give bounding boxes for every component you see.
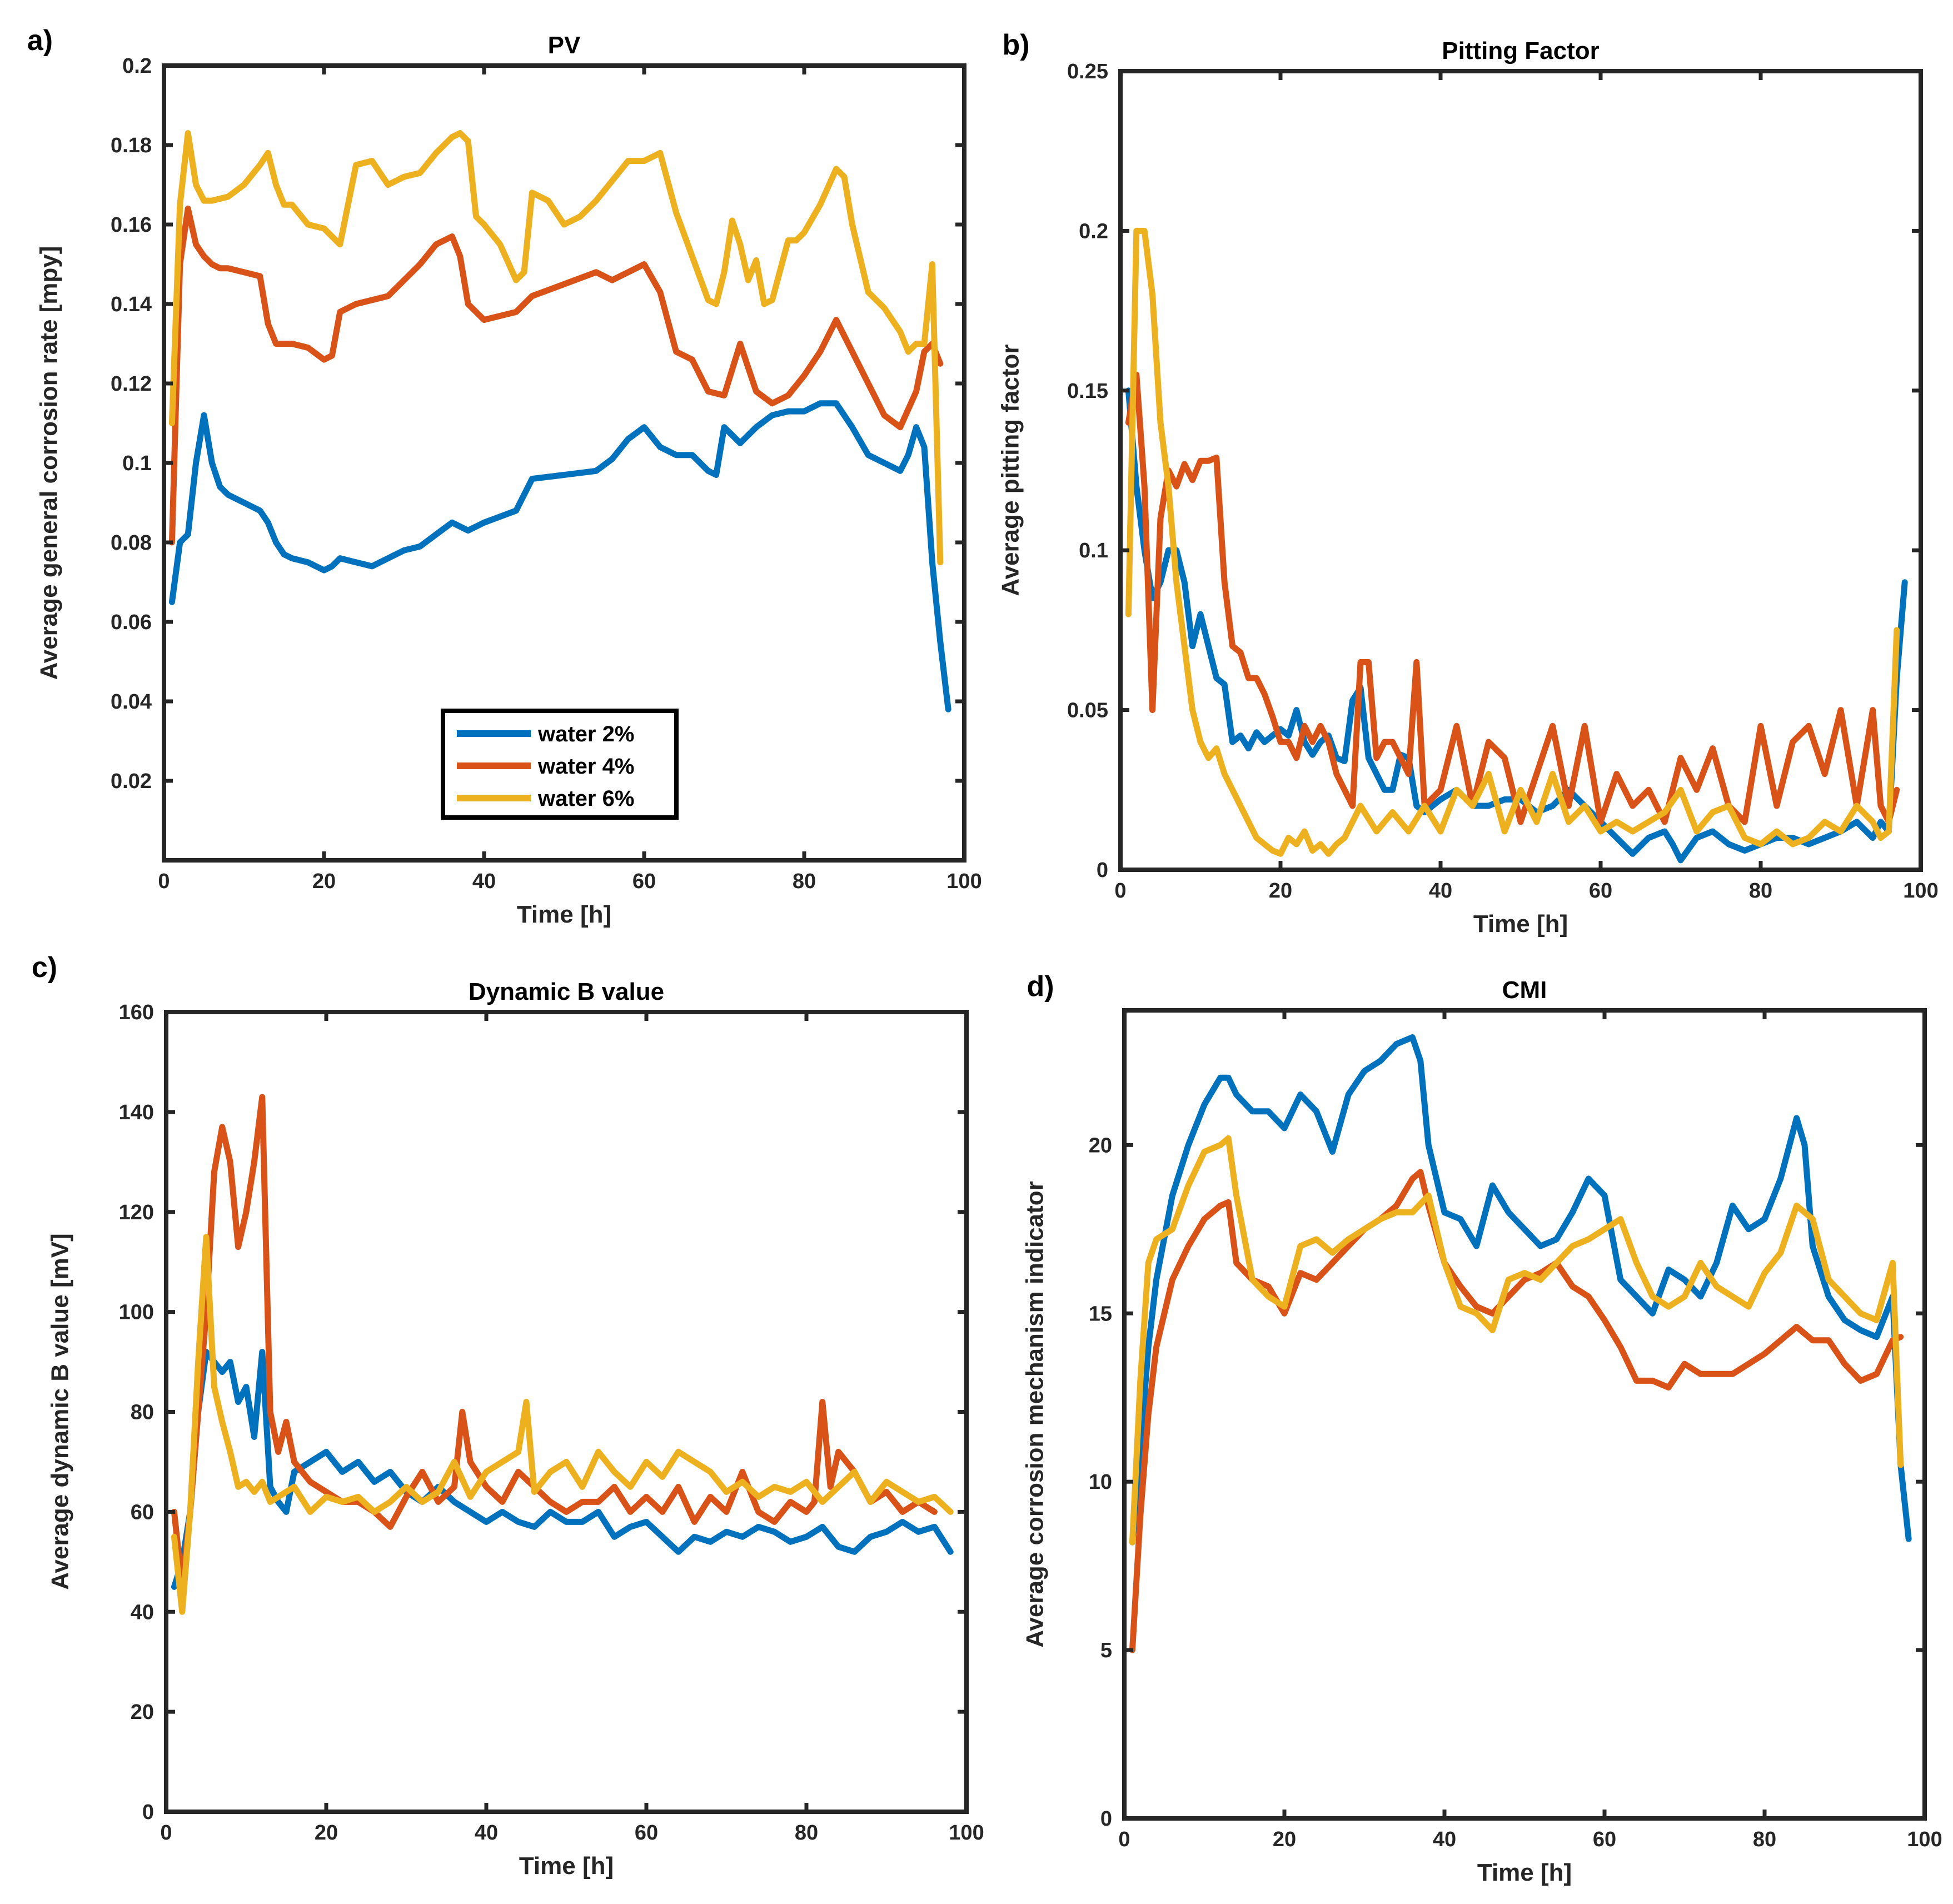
x-tick-label: 40: [1429, 879, 1452, 903]
y-tick-label: 140: [119, 1101, 154, 1124]
y-tick-label: 0.08: [111, 531, 152, 555]
x-tick-label: 20: [1273, 1828, 1296, 1851]
chart-title: CMI: [1502, 976, 1547, 1004]
panel-1: 0 20 40 60 80 100 0.02 0.04 0.06 0.08 0.1 0.12 0.14 0…: [27, 24, 982, 928]
x-axis-label: Time [h]: [1477, 1859, 1572, 1886]
x-tick-label: 100: [949, 1821, 984, 1845]
series-line-water-2: [168, 400, 951, 712]
x-tick-label: 20: [312, 870, 336, 893]
y-tick-label: 40: [131, 1601, 154, 1624]
x-tick-label: 0: [160, 1821, 172, 1845]
series-line-water-6: [171, 1234, 954, 1615]
y-tick-label: 0.14: [111, 293, 152, 316]
chart-title: Pitting Factor: [1442, 37, 1600, 64]
x-tick-label: 80: [1753, 1828, 1776, 1851]
x-tick-label: 100: [946, 870, 982, 893]
x-tick-label: 0: [1114, 879, 1126, 903]
y-tick-label: 15: [1089, 1302, 1112, 1325]
chart-title: Dynamic B value: [469, 978, 664, 1005]
series-line-water-6: [1129, 1135, 1904, 1546]
y-tick-label: 0.1: [1079, 539, 1108, 562]
x-tick-label: 80: [795, 1821, 818, 1845]
series-line-water-4: [168, 205, 944, 546]
y-tick-label: 0: [1097, 859, 1108, 882]
chart-title: PV: [548, 32, 581, 59]
legend-entry: water 6%: [537, 786, 634, 811]
x-axis-label: Time [h]: [519, 1852, 614, 1880]
x-tick-label: 100: [1907, 1828, 1942, 1851]
x-tick-label: 40: [472, 870, 496, 893]
y-tick-label: 10: [1089, 1471, 1112, 1494]
x-tick-label: 0: [158, 870, 170, 893]
panel-3: 0 20 40 60 80 100 0 20 40 60 80 100 120 140 160 Dynamic…: [32, 951, 984, 1880]
y-tick-label: 0.2: [122, 54, 152, 78]
series-line-water-2: [171, 1349, 954, 1590]
x-tick-label: 20: [315, 1821, 338, 1845]
legend-entry: water 2%: [537, 722, 634, 746]
y-tick-label: 5: [1100, 1639, 1112, 1662]
legend: water 2% water 4% water 6%: [441, 709, 679, 820]
y-axis-label: Average general corrosion rate [mpy]: [36, 246, 63, 680]
series-line-water-6: [1125, 227, 1900, 857]
y-tick-label: 160: [119, 1001, 154, 1024]
x-tick-label: 60: [635, 1821, 658, 1845]
y-tick-label: 0.16: [111, 213, 152, 237]
panel-label: b): [1002, 29, 1029, 61]
y-axis-label: Average pitting factor: [997, 344, 1024, 596]
y-tick-label: 0.25: [1067, 60, 1108, 83]
x-tick-label: 60: [1589, 879, 1612, 903]
x-tick-label: 60: [1593, 1828, 1616, 1851]
y-tick-label: 80: [131, 1401, 154, 1424]
y-tick-label: 0.18: [111, 134, 152, 157]
x-tick-label: 80: [793, 870, 816, 893]
y-tick-label: 0.2: [1079, 220, 1108, 243]
y-axis-label: Average dynamic B value [mV]: [47, 1233, 74, 1590]
y-tick-label: 0.1: [122, 452, 152, 475]
panel-4: 0 20 40 60 80 100 0 5 10 15 20 CMI Time [h] Average c…: [1022, 970, 1942, 1886]
panel-2: 0 20 40 60 80 100 0 0.05 0.1 0.15 0.2 0.25 Pitting F…: [997, 29, 1939, 938]
series-line-water-6: [168, 130, 944, 566]
y-tick-label: 0.04: [111, 690, 152, 714]
y-tick-label: 0.12: [111, 372, 152, 396]
panel-label: a): [27, 24, 53, 57]
panel-label: c): [32, 951, 57, 984]
series-line-water-4: [1125, 371, 1900, 825]
y-tick-label: 0.05: [1067, 699, 1108, 722]
panel-label: d): [1027, 970, 1054, 1003]
x-axis-label: Time [h]: [517, 901, 611, 928]
x-tick-label: 100: [1903, 879, 1938, 903]
y-tick-label: 0: [142, 1801, 154, 1824]
y-tick-label: 0.02: [111, 770, 152, 793]
series-line-water-4: [171, 1094, 938, 1590]
x-axis-label: Time [h]: [1473, 910, 1568, 938]
x-tick-label: 20: [1269, 879, 1292, 903]
axes-box: [1118, 69, 1923, 872]
y-tick-label: 100: [119, 1301, 154, 1324]
x-tick-label: 80: [1749, 879, 1772, 903]
series-line-water-4: [1129, 1169, 1904, 1653]
y-tick-label: 0: [1100, 1807, 1112, 1831]
series-line-water-2: [1129, 1034, 1912, 1546]
x-tick-label: 40: [1433, 1828, 1456, 1851]
y-tick-label: 60: [131, 1501, 154, 1524]
y-tick-label: 20: [1089, 1134, 1112, 1157]
x-tick-label: 60: [632, 870, 656, 893]
y-tick-label: 120: [119, 1201, 154, 1224]
y-tick-label: 0.15: [1067, 380, 1108, 403]
y-tick-label: 20: [131, 1701, 154, 1724]
x-tick-label: 0: [1118, 1828, 1130, 1851]
axes-box: [1122, 1008, 1927, 1821]
x-tick-label: 40: [475, 1821, 498, 1845]
y-axis-label: Average corrosion mechanism indicator: [1022, 1181, 1049, 1648]
y-tick-label: 0.06: [111, 611, 152, 634]
legend-entry: water 4%: [537, 754, 634, 779]
